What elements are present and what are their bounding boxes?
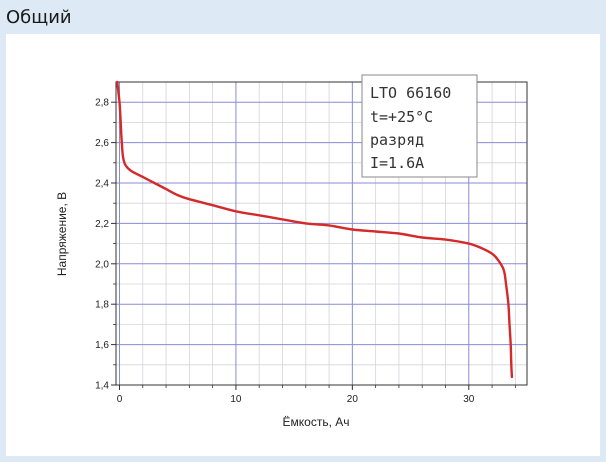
y-tick-label: 2,0 <box>95 259 109 270</box>
annotation-line-model: LTO 66160 <box>370 84 451 102</box>
y-tick-label: 1,8 <box>95 300 109 311</box>
annotation-frame <box>361 74 478 178</box>
annotation-line-current: I=1.6A <box>370 154 424 172</box>
plot-frame <box>115 81 528 386</box>
panel-header: Общий <box>0 0 606 34</box>
x-tick-label: 20 <box>347 394 359 405</box>
annotation-line-mode: разряд <box>370 131 424 149</box>
plot-border <box>115 81 528 386</box>
y-tick-label: 2,2 <box>95 219 109 230</box>
annotation-line-temp: t=+25°C <box>370 108 433 126</box>
y-tick-label: 1,6 <box>95 340 109 351</box>
annotation-box: LTO 66160 t=+25°C разряд I=1.6A <box>361 74 478 178</box>
chart-panel: 0 10 20 30 1,4 1,6 1,8 2,0 2,2 2,4 2,6 2,8 Ёмкость… <box>6 34 600 456</box>
x-tick-label: 30 <box>463 394 475 405</box>
x-tick-label: 0 <box>117 394 123 405</box>
x-tick-label: 10 <box>230 394 242 405</box>
discharge-chart: 0 10 20 30 1,4 1,6 1,8 2,0 2,2 2,4 2,6 2,8 Ёмкость… <box>55 74 528 429</box>
x-axis-label: Ёмкость, Ач <box>283 415 350 429</box>
y-axis: 1,4 1,6 1,8 2,0 2,2 2,4 2,6 2,8 <box>95 98 116 392</box>
y-tick-label: 1,4 <box>95 381 109 392</box>
y-tick-label: 2,4 <box>95 179 109 190</box>
y-axis-label: Напряжение, В <box>55 192 69 276</box>
y-tick-label: 2,6 <box>95 138 109 149</box>
panel-title: Общий <box>6 7 72 28</box>
series-line <box>116 80 514 379</box>
y-tick-label: 2,8 <box>95 98 109 109</box>
x-axis: 0 10 20 30 <box>117 385 516 405</box>
